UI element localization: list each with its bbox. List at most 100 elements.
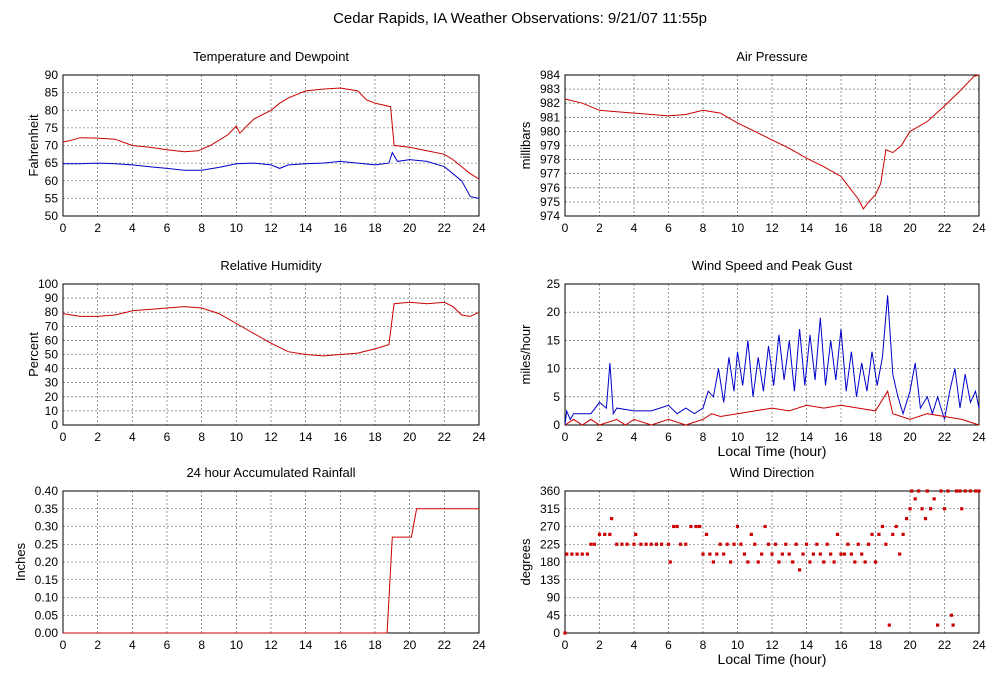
data-point <box>791 560 795 564</box>
x-tick-label: 16 <box>834 221 848 235</box>
x-tick-label: 0 <box>562 638 569 652</box>
plot-frame <box>564 74 980 217</box>
y-axis-label: degrees <box>518 538 533 585</box>
data-point <box>942 507 947 511</box>
data-point <box>777 560 781 564</box>
x-tick-label: 4 <box>129 430 136 444</box>
data-point <box>894 524 898 529</box>
data-point <box>877 532 881 536</box>
plot-frame <box>62 74 480 217</box>
x-tick-label: 8 <box>198 430 205 444</box>
data-point <box>829 552 833 556</box>
data-point <box>672 524 676 529</box>
data-point <box>608 532 612 536</box>
x-tick-label: 6 <box>665 221 672 235</box>
data-point <box>880 524 884 529</box>
series-0 <box>563 489 981 635</box>
x-axis-label: Local Time (hour) <box>718 443 827 459</box>
data-point <box>580 552 584 556</box>
data-point <box>808 560 812 564</box>
x-tick-label: 12 <box>765 221 779 235</box>
series-line-blue <box>63 151 480 199</box>
series-line-red <box>63 508 479 634</box>
y-tick-label: 225 <box>540 537 560 551</box>
y-tick-label: 0.25 <box>35 537 59 551</box>
y-tick-label: 10 <box>45 404 59 418</box>
x-tick-label: 24 <box>972 430 986 444</box>
y-tick-label: 0.00 <box>35 626 59 640</box>
x-tick-label: 2 <box>94 221 101 235</box>
data-point <box>760 552 764 556</box>
data-point <box>811 552 815 556</box>
x-tick-label: 22 <box>938 430 952 444</box>
y-tick-label: 0.05 <box>35 608 59 622</box>
y-tick-label: 976 <box>540 181 560 195</box>
data-point <box>711 560 715 564</box>
data-point <box>923 517 928 521</box>
data-point <box>739 542 743 546</box>
y-tick-label: 315 <box>540 502 560 516</box>
x-tick-label: 10 <box>230 221 244 235</box>
y-tick-label: 135 <box>540 573 560 587</box>
x-tick-label: 24 <box>472 221 486 235</box>
data-point <box>718 542 722 546</box>
data-point <box>804 542 809 546</box>
data-point <box>592 542 596 546</box>
data-point <box>770 552 774 556</box>
y-tick-label: 15 <box>547 333 561 347</box>
x-tick-label: 14 <box>299 221 313 235</box>
plot-frame <box>564 490 980 634</box>
x-tick-label: 18 <box>368 221 382 235</box>
x-tick-label: 20 <box>403 430 417 444</box>
data-point <box>753 542 757 546</box>
x-tick-label: 8 <box>700 430 707 444</box>
data-point <box>870 532 874 536</box>
data-point <box>689 524 693 529</box>
data-point <box>697 524 702 529</box>
data-point <box>632 542 636 546</box>
x-tick-label: 2 <box>596 221 603 235</box>
data-point <box>666 542 671 546</box>
x-tick-label: 22 <box>938 638 952 652</box>
x-tick-label: 18 <box>869 430 883 444</box>
data-point <box>794 542 798 546</box>
data-point <box>939 489 943 493</box>
data-point <box>639 542 643 546</box>
y-tick-label: 0.15 <box>35 573 59 587</box>
data-point <box>873 560 878 564</box>
data-point <box>708 552 712 556</box>
y-tick-label: 85 <box>45 86 59 100</box>
x-tick-label: 12 <box>765 430 779 444</box>
data-point <box>898 552 902 556</box>
y-tick-label: 20 <box>547 305 561 319</box>
x-tick-label: 8 <box>198 221 205 235</box>
y-tick-label: 90 <box>45 291 59 305</box>
x-tick-label: 2 <box>596 638 603 652</box>
data-point <box>678 542 683 546</box>
data-point <box>787 552 791 556</box>
data-point <box>725 542 729 546</box>
x-tick-label: 20 <box>903 221 917 235</box>
y-tick-label: 5 <box>553 390 560 404</box>
gridlines <box>564 490 980 634</box>
x-tick-label: 22 <box>438 221 452 235</box>
x-tick-label: 12 <box>264 221 278 235</box>
y-tick-label: 984 <box>540 68 560 82</box>
y-tick-label: 0 <box>51 418 58 432</box>
data-point <box>585 552 590 556</box>
data-point <box>860 552 864 556</box>
x-tick-label: 6 <box>164 638 171 652</box>
x-tick-label: 16 <box>334 638 348 652</box>
x-tick-label: 22 <box>938 221 952 235</box>
data-point <box>936 623 940 627</box>
data-point <box>960 507 964 511</box>
data-point <box>856 542 860 546</box>
x-tick-label: 4 <box>129 221 136 235</box>
y-tick-label: 975 <box>540 195 560 209</box>
data-point <box>565 552 569 556</box>
data-point <box>929 507 933 511</box>
y-tick-label: 60 <box>45 174 59 188</box>
